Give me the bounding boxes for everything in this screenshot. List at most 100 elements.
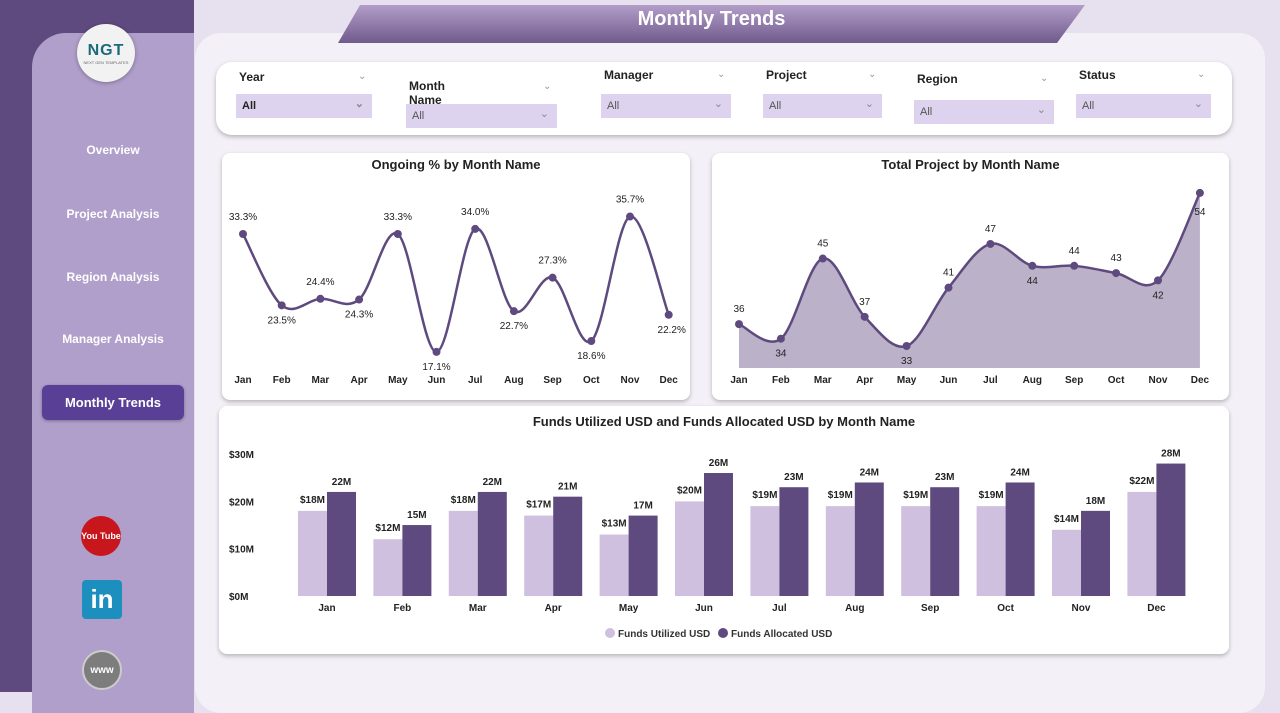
data-point: [1028, 261, 1037, 270]
filter-value: All: [920, 106, 933, 118]
bar-funds-utilized: [750, 506, 780, 596]
data-point: [776, 334, 785, 343]
chevron-down-icon[interactable]: ⌄: [543, 81, 552, 92]
data-label: $17M: [526, 500, 551, 511]
x-tick-label: Feb: [273, 375, 291, 386]
total-project-chart-card: Total Project by Month Name 36 Jan 34 Feb 45…: [712, 153, 1229, 400]
total-project-line: [738, 192, 1202, 348]
chevron-down-icon[interactable]: ⌄: [1197, 69, 1206, 80]
sidebar-item-overview[interactable]: Overview: [86, 143, 140, 157]
filter-dropdown[interactable]: All ⌄: [236, 94, 372, 118]
x-tick-label: Jun: [695, 603, 713, 614]
data-label: $14M: [1054, 514, 1079, 525]
data-label: 22M: [332, 477, 351, 488]
x-tick-label: Feb: [772, 375, 790, 386]
data-point: [735, 320, 743, 329]
x-tick-label: Aug: [504, 375, 523, 386]
data-label: 21M: [558, 482, 577, 493]
data-point: [986, 239, 995, 248]
x-tick-label: Mar: [469, 603, 487, 614]
data-label: $18M: [300, 495, 325, 506]
data-label: 41: [943, 268, 955, 279]
data-label: $20M: [677, 485, 702, 496]
bar-funds-utilized: [524, 515, 554, 596]
filter-value: All: [607, 100, 620, 112]
filter-dropdown[interactable]: All ⌄: [914, 100, 1054, 124]
bar-funds-allocated: [553, 496, 583, 596]
sidebar-item-region-analysis[interactable]: Region Analysis: [66, 270, 160, 284]
y-tick-label: $30M: [229, 450, 254, 461]
bar-funds-allocated: [402, 525, 432, 596]
x-tick-label: May: [388, 375, 408, 386]
filter-label: Month Name: [409, 79, 445, 107]
x-tick-label: Mar: [312, 375, 330, 386]
logo-text: NGT: [87, 41, 125, 59]
filter-value: All: [242, 100, 257, 112]
data-label: 42: [1152, 290, 1164, 301]
data-label: 24.4%: [306, 277, 334, 288]
x-tick-label: Aug: [1023, 375, 1042, 386]
chevron-down-icon[interactable]: ⌄: [868, 69, 877, 80]
linkedin-text: in: [90, 584, 114, 614]
linkedin-icon[interactable]: in: [82, 580, 122, 619]
data-label: 23M: [935, 472, 954, 483]
bar-funds-utilized: [373, 539, 403, 596]
bar-funds-allocated: [1005, 482, 1035, 596]
sidebar-item-manager-analysis[interactable]: Manager Analysis: [62, 332, 164, 346]
bar-funds-utilized: [298, 510, 327, 596]
data-label: $19M: [752, 490, 777, 501]
logo-subtext: NEXT GEN TEMPLATES: [83, 59, 129, 65]
filter-dropdown[interactable]: All ⌄: [1076, 94, 1211, 118]
chevron-down-icon[interactable]: ⌄: [717, 69, 726, 80]
data-label: 33.3%: [384, 212, 412, 223]
x-tick-label: Apr: [856, 375, 873, 386]
data-label: $19M: [828, 490, 853, 501]
bar-funds-allocated: [327, 491, 356, 596]
data-point: [509, 307, 518, 316]
filter-dropdown[interactable]: All ⌄: [601, 94, 731, 118]
filter-dropdown[interactable]: All ⌄: [406, 104, 557, 128]
y-tick-label: $10M: [229, 545, 254, 556]
x-tick-label: Jun: [428, 375, 446, 386]
x-tick-label: Jul: [772, 603, 787, 614]
filter-label: Region: [917, 72, 958, 86]
sidebar-item-project-analysis[interactable]: Project Analysis: [66, 207, 160, 221]
x-tick-label: May: [619, 603, 639, 614]
x-tick-label: Jun: [940, 375, 958, 386]
data-label: 23M: [784, 472, 803, 483]
x-tick-label: Jan: [730, 375, 747, 386]
data-point: [239, 230, 247, 238]
data-label: 43: [1111, 253, 1123, 264]
y-tick-label: $0M: [229, 592, 248, 603]
legend-marker-funds-utilized: [605, 628, 615, 638]
funds-chart-card: Funds Utilized USD and Funds Allocated U…: [219, 406, 1229, 654]
chevron-down-icon: ⌄: [539, 108, 549, 120]
data-point: [1070, 261, 1079, 270]
page-title: Monthly Trends: [338, 5, 1085, 43]
sidebar-item-monthly-trends[interactable]: Monthly Trends: [42, 385, 184, 420]
data-point: [1112, 269, 1121, 278]
data-label: 22.7%: [500, 321, 528, 332]
x-tick-label: Apr: [545, 603, 562, 614]
x-tick-label: Nov: [1149, 375, 1168, 386]
data-label: 28M: [1161, 449, 1180, 460]
data-label: 27.3%: [538, 256, 566, 267]
filter-label: Year: [239, 70, 265, 84]
area-fill: [739, 192, 1200, 368]
total-project-area-chart: 36 Jan 34 Feb 45 Mar 37 Apr 33 May 41 Jun 47 Jul 44 Aug…: [730, 188, 1210, 386]
chevron-down-icon[interactable]: ⌄: [358, 71, 367, 82]
x-tick-label: Nov: [1072, 603, 1091, 614]
x-tick-label: Nov: [621, 375, 640, 386]
data-label: 18M: [1086, 496, 1105, 507]
filter-dropdown[interactable]: All ⌄: [763, 94, 882, 118]
legend-label: Funds Utilized USD: [618, 629, 710, 640]
bar-funds-allocated: [854, 482, 884, 596]
youtube-icon[interactable]: You Tube: [81, 516, 121, 556]
data-point: [1154, 276, 1162, 285]
data-point: [355, 295, 364, 304]
chevron-down-icon[interactable]: ⌄: [1040, 73, 1049, 84]
www-globe-icon[interactable]: www: [82, 650, 122, 690]
data-label: 17M: [633, 501, 652, 512]
x-tick-label: Oct: [997, 603, 1014, 614]
x-tick-label: Jul: [468, 375, 483, 386]
